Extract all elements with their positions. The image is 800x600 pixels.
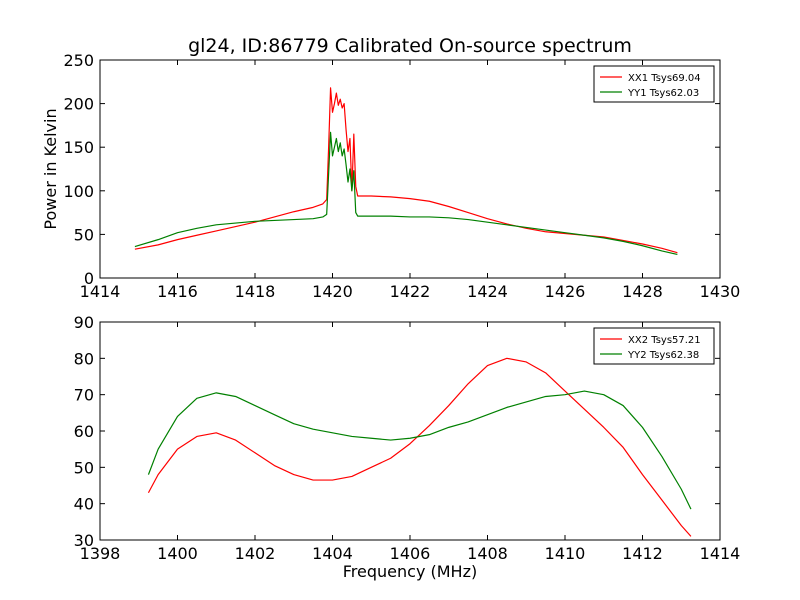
x-tick-label: 1406	[390, 544, 431, 563]
bottom-panel: 1398 1400 1402 1404 1406 1408 1410 1412 1414 30 40…	[74, 313, 741, 581]
y-axis-title: Power in Kelvin	[41, 108, 60, 229]
y-tick-label: 250	[63, 51, 94, 70]
series-line-xx	[134, 87, 678, 254]
y-tick-label: 30	[74, 531, 94, 550]
y-tick-label: 150	[63, 138, 94, 157]
x-axis-title: Frequency (MHz)	[343, 562, 477, 581]
x-tick-label: 1414	[80, 282, 121, 301]
x-tick-label: 1430	[700, 282, 741, 301]
x-tick-label: 1404	[312, 544, 353, 563]
y-tick-label: 50	[74, 458, 94, 477]
legend-box	[593, 65, 715, 103]
x-tick-label: 1428	[622, 282, 663, 301]
figure-title: gl24, ID:86779 Calibrated On-source spec…	[188, 35, 632, 57]
legend-label: XX2 Tsys57.21	[628, 335, 701, 346]
y-tick-label: 40	[74, 495, 94, 514]
series-line-yy	[147, 390, 692, 510]
y-tick-label: 60	[74, 422, 94, 441]
x-tick-label: 1424	[467, 282, 508, 301]
y-tick-label: 50	[74, 225, 94, 244]
x-tick-label: 1422	[390, 282, 431, 301]
x-tick-label: 1408	[467, 544, 508, 563]
legend-label: XX1 Tsys69.04	[628, 73, 701, 84]
x-tick-label: 1418	[235, 282, 276, 301]
y-tick-label: 90	[74, 313, 94, 332]
y-tick-label: 70	[74, 386, 94, 405]
legend-label: YY1 Tsys62.03	[627, 88, 699, 99]
top-panel: 1414 1416 1418 1420 1422 1424 1426 1428 1430 0 50 1…	[41, 51, 740, 301]
x-tick-label: 1420	[312, 282, 353, 301]
x-tick-label: 1426	[545, 282, 586, 301]
x-tick-label: 1416	[157, 282, 198, 301]
x-tick-label: 1400	[157, 544, 198, 563]
x-tick-label: 1402	[235, 544, 276, 563]
x-tick-label: 1398	[80, 544, 121, 563]
y-tick-label: 100	[63, 182, 94, 201]
x-tick-label: 1414	[700, 544, 741, 563]
y-tick-label: 80	[74, 349, 94, 368]
x-tick-label: 1410	[545, 544, 586, 563]
y-tick-label: 200	[63, 95, 94, 114]
series-line-xx	[147, 357, 692, 537]
y-tick-label: 0	[84, 269, 94, 288]
legend-box	[593, 327, 715, 365]
legend-label: YY2 Tsys62.38	[627, 350, 699, 361]
x-tick-label: 1412	[622, 544, 663, 563]
legend: XX2 Tsys57.21 YY2 Tsys62.38	[593, 327, 715, 365]
legend: XX1 Tsys69.04 YY1 Tsys62.03	[593, 65, 715, 103]
series-line-yy	[134, 131, 678, 256]
